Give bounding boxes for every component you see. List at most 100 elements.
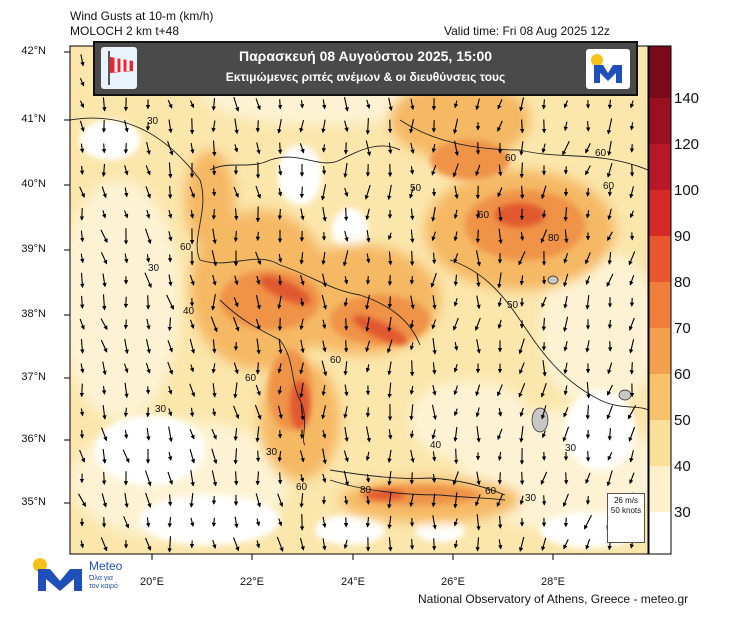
wind-arrow	[409, 430, 415, 439]
wind-arrow	[585, 340, 590, 353]
wind-arrow	[299, 120, 305, 133]
wind-arrow	[124, 492, 129, 508]
wind-arrow	[145, 362, 151, 374]
wind-arrow	[167, 317, 172, 332]
wind-arrow	[145, 407, 151, 418]
contour-label: 40	[183, 306, 195, 317]
axis-ticks	[64, 51, 554, 560]
wind-arrow	[409, 320, 415, 329]
wind-arrow	[540, 383, 547, 398]
wind-arrow	[607, 188, 613, 197]
wind-arrow	[212, 140, 217, 157]
lon-label: 20°E	[140, 576, 164, 588]
wind-arrow	[453, 209, 458, 220]
wind-arrow	[584, 514, 592, 530]
lat-label: 41°N	[21, 113, 46, 125]
wind-arrow	[145, 165, 151, 176]
wind-arrow	[78, 493, 86, 507]
wind-arrow	[123, 429, 129, 439]
colorbar-label: 60	[674, 366, 691, 383]
wind-arrow	[102, 405, 107, 420]
wind-arrow	[498, 207, 503, 222]
vector-legend-ms: 26 m/s	[613, 496, 638, 505]
wind-arrow	[541, 185, 547, 200]
wind-arrow	[497, 272, 502, 289]
colorbar-label: 40	[674, 458, 691, 475]
wind-arrow	[168, 119, 173, 134]
wind-arrow	[607, 384, 613, 396]
wind-arrow	[79, 318, 85, 330]
wind-arrow	[629, 450, 634, 463]
wind-arrow	[277, 188, 283, 197]
wind-arrow	[410, 449, 415, 463]
wind-arrow	[79, 100, 85, 109]
wind-arrow	[476, 273, 481, 288]
wind-arrow	[189, 186, 195, 199]
wind-arrow	[585, 451, 591, 462]
wind-arrow	[145, 517, 151, 528]
wind-arrow	[519, 119, 525, 134]
wind-arrow	[212, 539, 217, 549]
wind-arrow	[365, 451, 370, 462]
wind-arrow	[432, 295, 437, 310]
wind-arrow	[168, 385, 173, 395]
wind-arrow	[343, 297, 349, 307]
wind-arrow	[607, 451, 613, 461]
wind-arrow	[409, 276, 415, 285]
wind-arrow	[322, 448, 327, 465]
wind-arrow	[277, 405, 283, 420]
colorbar	[648, 45, 672, 555]
wind-arrow	[563, 207, 568, 222]
wind-arrow	[211, 428, 217, 440]
wind-arrow	[167, 185, 173, 199]
wind-arrow	[344, 187, 349, 197]
wind-arrow	[300, 275, 305, 286]
wind-arrow	[519, 162, 524, 179]
wind-arrow	[365, 474, 371, 483]
wind-arrow	[387, 316, 392, 332]
wind-arrow	[431, 404, 437, 421]
wind-arrow	[453, 274, 459, 287]
contour-label: 30	[266, 447, 278, 458]
wind-arrow	[101, 210, 107, 219]
coastlines	[70, 117, 648, 501]
meteo-m-icon	[33, 558, 82, 591]
wind-arrow	[541, 537, 547, 551]
wind-arrow	[452, 317, 459, 331]
contour-label: 60	[595, 148, 607, 159]
wind-arrow	[410, 208, 415, 221]
wind-arrow	[100, 427, 108, 442]
footer-credit: National Observatory of Athens, Greece -…	[418, 592, 689, 606]
wind-arrow	[123, 143, 129, 154]
wind-arrow	[168, 162, 173, 179]
wind-arrow	[80, 338, 85, 354]
wind-arrow	[386, 339, 393, 354]
wind-arrow	[343, 406, 348, 419]
wind-arrow	[541, 495, 547, 506]
wind-arrow	[409, 360, 415, 377]
vector-legend-knots: 50 knots	[610, 506, 642, 515]
wind-arrow	[299, 100, 305, 109]
wind-arrow	[431, 143, 437, 153]
wind-arrow	[519, 231, 525, 241]
wind-arrow	[563, 316, 569, 333]
wind-arrow	[124, 165, 129, 176]
wind-arrow	[255, 98, 261, 111]
wind-arrow	[299, 143, 305, 154]
wind-arrow	[145, 492, 152, 508]
wind-arrow	[101, 386, 107, 395]
wind-arrow	[321, 251, 326, 265]
wind-arrow	[146, 209, 151, 219]
wind-arrow	[497, 408, 503, 417]
wind-arrow	[606, 470, 613, 487]
wind-arrow	[189, 319, 195, 330]
wind-arrow	[562, 493, 569, 508]
logo-tagline-1: Όλα για	[89, 575, 113, 582]
wind-arrow	[519, 141, 524, 156]
wind-arrow	[343, 495, 349, 505]
wind-arrow	[299, 537, 305, 551]
wind-arrow	[387, 296, 393, 309]
wind-arrow	[586, 382, 591, 399]
wind-arrow	[564, 229, 569, 244]
